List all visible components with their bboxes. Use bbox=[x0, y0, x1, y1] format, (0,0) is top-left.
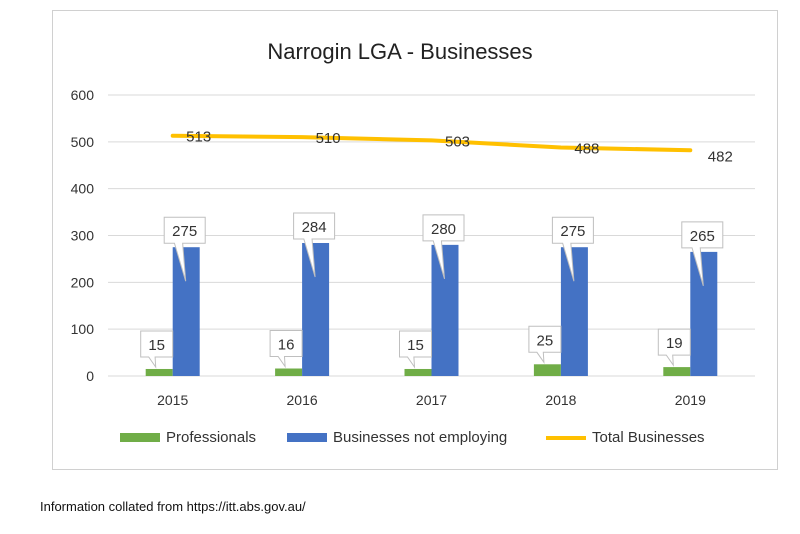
data-label-callout bbox=[528, 325, 562, 365]
data-label-total: 482 bbox=[708, 148, 733, 165]
legend-label: Businesses not employing bbox=[333, 429, 507, 446]
data-label: 19 bbox=[666, 335, 683, 352]
bar-businesses-not-employing bbox=[172, 247, 200, 376]
data-label: 16 bbox=[278, 337, 295, 354]
data-label-total: 513 bbox=[186, 129, 211, 146]
x-tick-label: 2019 bbox=[675, 392, 706, 408]
data-label-callout bbox=[681, 221, 724, 287]
data-label-callout bbox=[140, 330, 174, 369]
data-label: 275 bbox=[172, 223, 197, 240]
chart-title: Narrogin LGA - Businesses bbox=[267, 39, 532, 64]
data-label: 280 bbox=[431, 221, 456, 238]
y-tick-label: 200 bbox=[71, 274, 95, 290]
data-label-total: 510 bbox=[316, 130, 341, 147]
y-tick-label: 400 bbox=[71, 181, 95, 197]
chart-frame bbox=[52, 10, 778, 470]
data-label-callout bbox=[293, 212, 336, 278]
y-tick-label: 0 bbox=[86, 368, 94, 384]
data-label: 25 bbox=[537, 332, 554, 349]
data-label-total: 488 bbox=[574, 140, 599, 157]
legend-swatch bbox=[287, 433, 327, 442]
data-label-callout bbox=[657, 328, 691, 367]
x-tick-label: 2016 bbox=[287, 392, 318, 408]
data-label-callout bbox=[551, 216, 594, 282]
bar-professionals bbox=[275, 368, 303, 376]
bar-professionals bbox=[663, 367, 691, 376]
bar-businesses-not-employing bbox=[302, 242, 330, 376]
data-label-total: 503 bbox=[445, 133, 470, 150]
legend-label: Professionals bbox=[166, 429, 256, 446]
data-label: 15 bbox=[148, 337, 165, 354]
bar-professionals bbox=[533, 364, 561, 376]
bar-businesses-not-employing bbox=[431, 244, 459, 376]
data-label: 265 bbox=[690, 228, 715, 245]
bar-professionals bbox=[145, 368, 173, 376]
bar-professionals bbox=[404, 368, 432, 376]
data-label: 284 bbox=[302, 219, 327, 236]
bar-businesses-not-employing bbox=[690, 251, 718, 376]
x-tick-label: 2018 bbox=[545, 392, 576, 408]
data-label-callout bbox=[269, 330, 303, 369]
data-label: 15 bbox=[407, 337, 424, 354]
legend-swatch bbox=[120, 433, 160, 442]
data-label-callout bbox=[163, 216, 206, 282]
y-tick-label: 500 bbox=[71, 134, 95, 150]
x-tick-label: 2015 bbox=[157, 392, 188, 408]
bar-businesses-not-employing bbox=[560, 247, 588, 376]
y-tick-label: 300 bbox=[71, 228, 95, 244]
y-tick-label: 600 bbox=[71, 87, 95, 103]
data-label-callout bbox=[422, 214, 465, 280]
data-label: 275 bbox=[560, 223, 585, 240]
x-tick-label: 2017 bbox=[416, 392, 447, 408]
source-note: Information collated from https://itt.ab… bbox=[40, 499, 306, 514]
legend-label: Total Businesses bbox=[592, 429, 705, 446]
y-tick-label: 100 bbox=[71, 321, 95, 337]
line-total-businesses bbox=[170, 133, 693, 153]
data-label-callout bbox=[399, 330, 432, 369]
